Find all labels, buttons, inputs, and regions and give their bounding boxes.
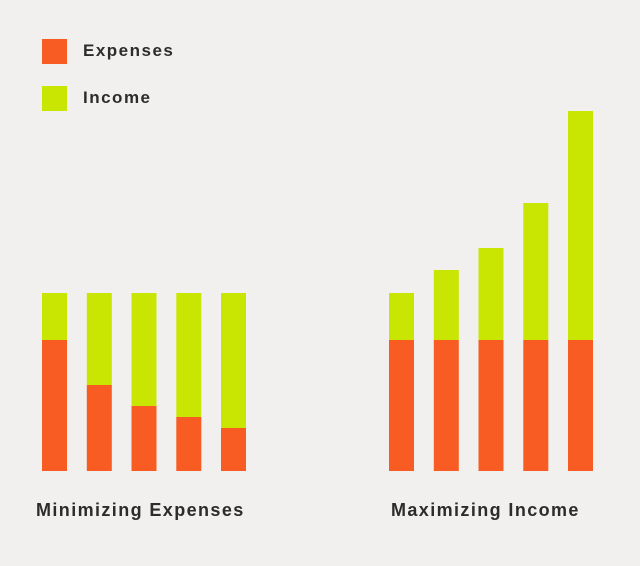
bar-maximizing-3-income <box>478 248 504 340</box>
bar-maximizing-2-expenses <box>433 340 459 471</box>
bar-minimizing-2-income <box>86 293 112 385</box>
bar-maximizing-1-income <box>389 293 414 340</box>
bar-minimizing-5-income <box>221 293 246 428</box>
chart-title-minimizing: Minimizing Expenses <box>36 500 245 520</box>
chart-title-maximizing: Maximizing Income <box>391 500 580 520</box>
legend-item-expenses: Expenses <box>42 38 174 64</box>
bar-minimizing-1-income <box>42 293 67 340</box>
legend-swatch-expenses <box>42 38 67 64</box>
bar-maximizing-5-expenses <box>568 340 593 471</box>
legend-label-expenses: Expenses <box>83 41 175 60</box>
bar-minimizing-4-income <box>176 293 202 417</box>
legend-label-income: Income <box>83 88 152 107</box>
bar-maximizing-4-expenses <box>523 340 549 471</box>
bar-maximizing-3-expenses <box>478 340 504 471</box>
bar-minimizing-3-expenses <box>131 406 157 471</box>
bar-minimizing-3-income <box>131 293 157 406</box>
bar-maximizing-4-income <box>523 203 549 340</box>
bar-minimizing-2-expenses <box>86 385 112 471</box>
bar-maximizing-5-income <box>568 111 593 340</box>
bar-minimizing-1-expenses <box>42 340 67 471</box>
legend-item-income: Income <box>42 85 152 111</box>
bar-minimizing-4-expenses <box>176 417 202 471</box>
bar-minimizing-5-expenses <box>221 428 246 471</box>
legend-swatch-income <box>42 85 67 111</box>
bar-maximizing-2-income <box>433 270 459 340</box>
bar-maximizing-1-expenses <box>389 340 414 471</box>
